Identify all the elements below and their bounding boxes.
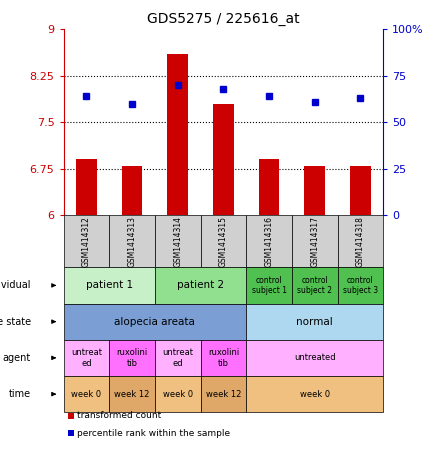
Text: normal: normal — [297, 317, 333, 327]
Text: disease state: disease state — [0, 317, 31, 327]
Text: agent: agent — [3, 353, 31, 363]
Text: GSM1414315: GSM1414315 — [219, 216, 228, 267]
Text: ruxolini
tib: ruxolini tib — [117, 348, 148, 367]
Text: control
subject 2: control subject 2 — [297, 276, 332, 295]
Text: week 0: week 0 — [300, 390, 330, 399]
Text: untreat
ed: untreat ed — [162, 348, 193, 367]
Text: time: time — [8, 389, 31, 399]
Text: control
subject 1: control subject 1 — [251, 276, 286, 295]
Text: patient 1: patient 1 — [85, 280, 133, 290]
Text: week 0: week 0 — [162, 390, 193, 399]
Text: GSM1414316: GSM1414316 — [265, 216, 274, 267]
Bar — [350, 166, 371, 215]
Text: transformed count: transformed count — [77, 411, 161, 420]
Text: untreat
ed: untreat ed — [71, 348, 102, 367]
Text: untreated: untreated — [294, 353, 336, 362]
Text: alopecia areata: alopecia areata — [114, 317, 195, 327]
Bar — [304, 166, 325, 215]
Text: GSM1414314: GSM1414314 — [173, 216, 182, 267]
Text: GSM1414317: GSM1414317 — [310, 216, 319, 267]
Text: control
subject 3: control subject 3 — [343, 276, 378, 295]
Text: percentile rank within the sample: percentile rank within the sample — [77, 429, 230, 438]
Text: GSM1414312: GSM1414312 — [82, 216, 91, 267]
Bar — [76, 159, 97, 215]
Text: individual: individual — [0, 280, 31, 290]
Text: GSM1414313: GSM1414313 — [127, 216, 137, 267]
Text: ruxolini
tib: ruxolini tib — [208, 348, 239, 367]
Bar — [213, 104, 233, 215]
Text: patient 2: patient 2 — [177, 280, 224, 290]
Title: GDS5275 / 225616_at: GDS5275 / 225616_at — [147, 12, 300, 26]
Bar — [259, 159, 279, 215]
Text: week 12: week 12 — [114, 390, 150, 399]
Bar — [122, 166, 142, 215]
Text: week 0: week 0 — [71, 390, 102, 399]
Text: GSM1414318: GSM1414318 — [356, 216, 365, 267]
Bar — [167, 54, 188, 215]
Text: week 12: week 12 — [206, 390, 241, 399]
